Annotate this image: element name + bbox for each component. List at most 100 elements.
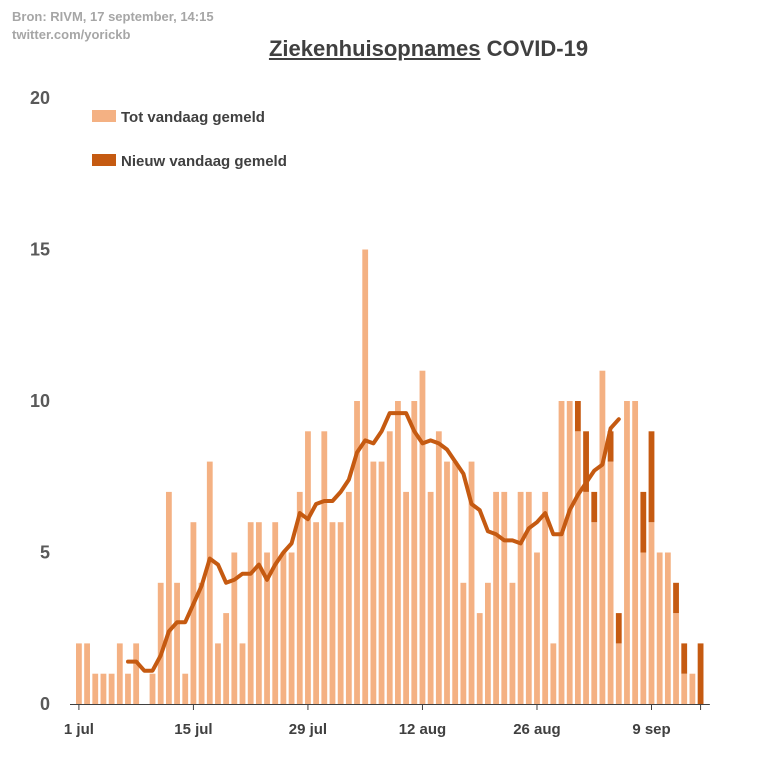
bar-tot-vandaag <box>305 431 311 704</box>
bar-tot-vandaag <box>165 491 172 704</box>
bar-nieuw-vandaag <box>574 401 581 432</box>
legend: Tot vandaag gemeld Nieuw vandaag gemeld <box>92 109 287 170</box>
bar-tot-vandaag <box>681 673 688 704</box>
bar-tot-vandaag <box>84 643 90 704</box>
x-tick-label: 9 sep <box>632 721 670 738</box>
bar-tot-vandaag <box>378 461 385 704</box>
bar-tot-vandaag <box>92 673 99 704</box>
y-tick-label: 20 <box>30 88 50 108</box>
bar-tot-vandaag <box>313 522 320 704</box>
bar-tot-vandaag <box>337 522 344 704</box>
bar-tot-vandaag <box>231 552 238 704</box>
bar-tot-vandaag <box>664 552 671 704</box>
bar-tot-vandaag <box>525 491 532 704</box>
bar-tot-vandaag <box>566 401 573 704</box>
bar-tot-vandaag <box>329 522 336 704</box>
moving-average-group <box>126 411 621 673</box>
bar-tot-vandaag <box>411 401 418 704</box>
bar-tot-vandaag <box>280 552 287 704</box>
bar-tot-vandaag <box>558 401 565 704</box>
bar-tot-vandaag <box>223 613 230 704</box>
bar-tot-vandaag <box>403 491 409 704</box>
bar-tot-vandaag <box>108 673 115 704</box>
bar-nieuw-vandaag <box>673 582 679 614</box>
bar-tot-vandaag <box>648 522 655 704</box>
source-line-1: Bron: RIVM, 17 september, 14:15 <box>12 9 214 24</box>
legend-label: Tot vandaag gemeld <box>121 109 265 126</box>
source-note: Bron: RIVM, 17 september, 14:15 twitter.… <box>12 8 214 44</box>
bar-tot-vandaag <box>419 370 426 704</box>
bar-nieuw-vandaag <box>591 491 598 523</box>
bar-nieuw-vandaag <box>681 643 688 674</box>
legend-swatch <box>92 110 116 122</box>
chart-title-part-2: COVID-19 <box>486 36 589 61</box>
bar-tot-vandaag <box>386 431 393 704</box>
legend-label: Nieuw vandaag gemeld <box>121 153 287 170</box>
bar-tot-vandaag <box>615 643 622 704</box>
bar-tot-vandaag <box>591 522 598 704</box>
bar-tot-vandaag <box>476 613 483 704</box>
bar-tot-vandaag <box>174 582 180 704</box>
bar-nieuw-vandaag <box>697 643 704 704</box>
bar-tot-vandaag <box>149 673 156 704</box>
bar-tot-vandaag <box>468 461 475 704</box>
moving-average-line <box>126 411 621 673</box>
bar-tot-vandaag <box>345 491 352 704</box>
bar-tot-vandaag <box>640 552 647 704</box>
bar-tot-vandaag <box>362 249 369 704</box>
bar-tot-vandaag <box>599 370 606 704</box>
y-tick-label: 10 <box>30 391 50 411</box>
bar-tot-vandaag <box>534 552 540 704</box>
bar-tot-vandaag <box>517 491 524 704</box>
bar-tot-vandaag <box>206 461 213 704</box>
bar-tot-vandaag <box>288 552 295 704</box>
bar-tot-vandaag <box>100 673 107 704</box>
bar-tot-vandaag <box>427 491 434 704</box>
bar-tot-vandaag <box>215 643 221 704</box>
bar-tot-vandaag <box>264 552 270 704</box>
bar-tot-vandaag <box>116 643 123 704</box>
source-line-2: twitter.com/yorickb <box>12 27 131 42</box>
bar-tot-vandaag <box>395 401 401 704</box>
bar-tot-vandaag <box>583 491 589 704</box>
bar-tot-vandaag <box>272 522 279 704</box>
bar-tot-vandaag <box>656 552 663 704</box>
bar-tot-vandaag <box>607 461 614 704</box>
chart-title-part-1: Ziekenhuisopnames <box>268 36 481 61</box>
bar-tot-vandaag <box>673 613 679 704</box>
bar-tot-vandaag <box>435 431 442 704</box>
bar-nieuw-vandaag <box>607 431 614 462</box>
x-tick-label: 1 jul <box>64 721 94 738</box>
legend-swatch <box>92 154 116 166</box>
bar-tot-vandaag <box>632 401 639 704</box>
bar-tot-vandaag <box>157 582 164 704</box>
bar-tot-vandaag <box>689 673 696 704</box>
bar-tot-vandaag <box>247 522 254 704</box>
bar-tot-vandaag <box>76 643 82 704</box>
bar-tot-vandaag <box>190 522 197 704</box>
x-tick-label: 15 jul <box>174 721 212 738</box>
bar-tot-vandaag <box>501 491 508 704</box>
bar-tot-vandaag <box>574 431 581 704</box>
bar-tot-vandaag <box>444 461 450 704</box>
bar-tot-vandaag <box>485 582 491 704</box>
y-tick-label: 5 <box>40 543 50 563</box>
bar-tot-vandaag <box>133 643 140 704</box>
bar-tot-vandaag <box>239 643 246 704</box>
bar-tot-vandaag <box>182 673 189 704</box>
bar-nieuw-vandaag <box>648 431 655 523</box>
bar-tot-vandaag <box>550 643 557 704</box>
bar-tot-vandaag <box>354 401 360 704</box>
bar-nieuw-vandaag <box>583 431 589 492</box>
bar-tot-vandaag <box>296 491 303 704</box>
bar-tot-vandaag <box>370 461 377 704</box>
bar-nieuw-vandaag <box>615 613 622 644</box>
bar-tot-vandaag <box>198 582 205 704</box>
y-tick-label: 15 <box>30 240 50 260</box>
bar-tot-vandaag <box>493 491 499 704</box>
axes-group: 0 5 10 15 20 1 jul 15 jul 29 jul 12 aug 26 aug 9 s… <box>30 88 710 738</box>
bar-tot-vandaag <box>624 401 630 704</box>
bar-tot-vandaag <box>509 582 516 704</box>
bars-group <box>76 249 704 704</box>
